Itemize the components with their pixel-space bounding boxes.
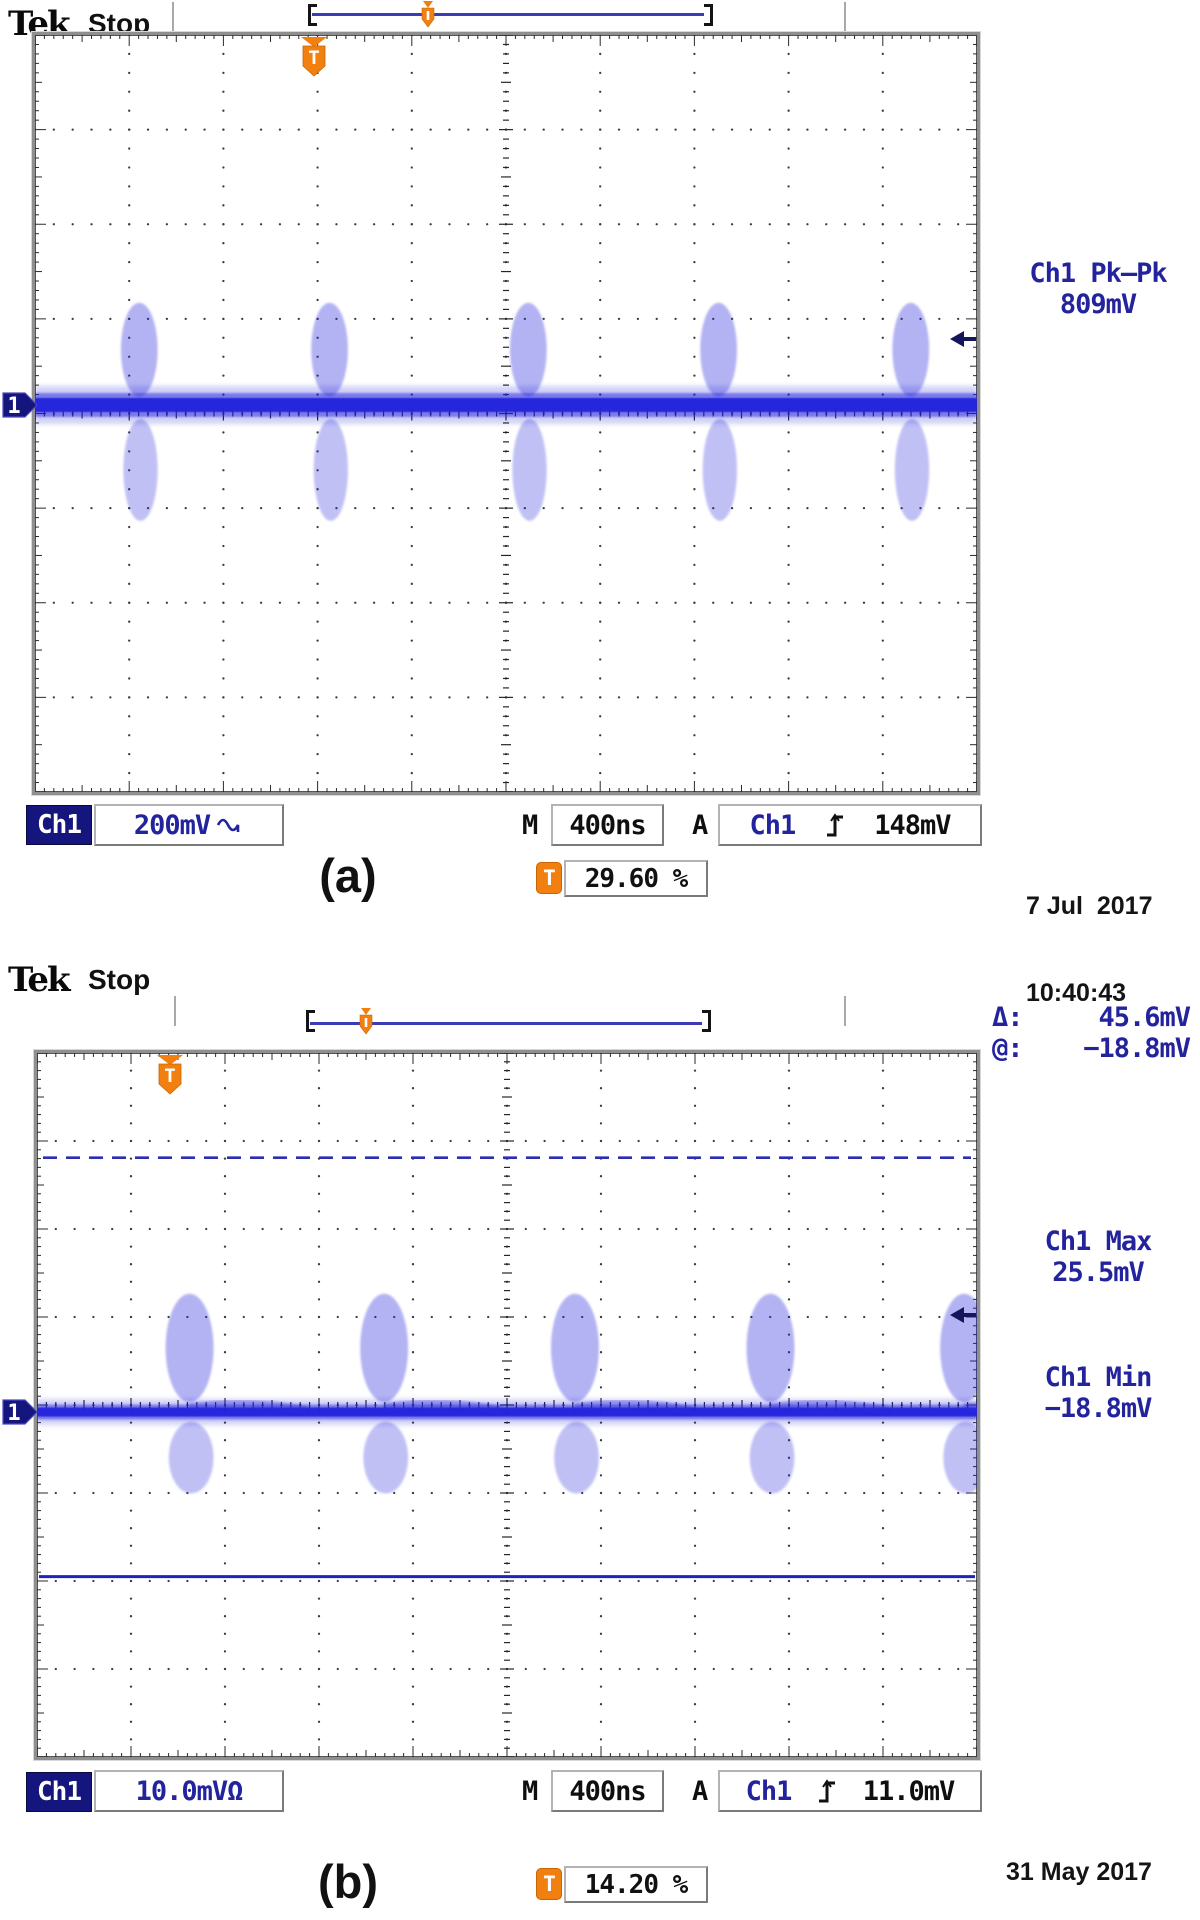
trigger-readout: Ch1 11.0mV: [718, 1770, 982, 1812]
timestamp: 31 May 2017 10:52:19: [1006, 1800, 1152, 1920]
channel1-scale-readout: 200mV: [94, 804, 284, 846]
trigger-level-value: 11.0mV: [862, 1775, 956, 1807]
measurement-name: Ch1 Max: [1044, 1226, 1153, 1257]
cursor-delta-label: Δ:: [992, 1002, 1024, 1033]
waveform-display-a: [33, 33, 979, 794]
cursor-at-label: @:: [992, 1033, 1024, 1064]
channel1-scale-value: 200mV: [133, 809, 211, 841]
trigger-source: Ch1: [745, 1775, 793, 1807]
cursor-at-row: @: −18.8mV: [992, 1033, 1191, 1064]
record-view-bracket-right: [702, 1010, 711, 1032]
cursor-delta-row: Δ: 45.6mV: [992, 1002, 1191, 1033]
time-text: 10:40:43: [1026, 979, 1127, 1007]
rising-edge-icon: [819, 1779, 836, 1803]
measurement-value: −18.8mV: [1044, 1393, 1153, 1424]
timestamp: 7 Jul 2017 10:40:43: [1026, 834, 1152, 1066]
channel1-position-marker: 1: [2, 1399, 38, 1426]
record-view-bracket-left: [308, 4, 317, 26]
cursor-delta-value: 45.6mV: [1098, 1002, 1191, 1033]
trigger-position-readout: 14.20 %: [564, 1866, 708, 1903]
screen-edge-tick: [174, 996, 176, 1026]
record-trigger-marker-icon: [421, 1, 435, 28]
rising-edge-icon: [826, 813, 843, 837]
trigger-position-readout: 29.60 %: [564, 860, 708, 897]
timebase-label: M: [522, 1776, 538, 1807]
trigger-mode-label: A: [692, 1776, 708, 1807]
record-trigger-marker-icon: [359, 1008, 372, 1035]
screen-edge-tick: [844, 996, 846, 1026]
trigger-mode-label: A: [692, 810, 708, 841]
timebase-readout: 400ns: [551, 1770, 664, 1812]
trigger-position-t-icon: T: [536, 862, 562, 894]
trigger-level-value: 148mV: [874, 809, 951, 841]
record-view-bar: [312, 13, 704, 16]
trigger-position-flag-icon: T: [300, 37, 327, 77]
trigger-position-flag-icon: T: [157, 1055, 184, 1095]
channel1-badge: Ch1: [26, 805, 92, 845]
record-view-bracket-left: [306, 1010, 315, 1032]
measurement-name: Ch1 Pk–Pk: [1029, 258, 1167, 289]
acquisition-status: Stop: [88, 964, 151, 995]
date-text: 31 May 2017: [1006, 1858, 1152, 1886]
waveform-display-b: [35, 1051, 979, 1759]
screen-edge-tick: [844, 2, 846, 32]
ac-coupling-sine-icon: [216, 818, 240, 832]
trigger-position-t-icon: T: [536, 1868, 562, 1900]
channel1-badge: Ch1: [26, 1772, 92, 1812]
measurement-readout-max: Ch1 Max 25.5mV: [1002, 1226, 1194, 1288]
measurement-readout-pkpk: Ch1 Pk–Pk 809mV: [1002, 258, 1194, 320]
trigger-readout: Ch1 148mV: [718, 804, 982, 846]
screen-edge-tick: [172, 2, 174, 32]
trigger-source: Ch1: [749, 809, 796, 841]
tek-logo: Tek: [8, 960, 71, 1000]
timebase-value: 400ns: [569, 809, 646, 841]
svg-text:1: 1: [7, 1401, 20, 1426]
svg-text:T: T: [308, 47, 319, 69]
channel1-position-marker: 1: [2, 392, 38, 419]
svg-text:1: 1: [7, 394, 20, 419]
channel1-scale-readout: 10.0mVΩ: [94, 1770, 284, 1812]
record-view-bracket-right: [704, 4, 713, 26]
cursor-readout: Δ: 45.6mV @: −18.8mV: [992, 1002, 1191, 1064]
measurement-value: 809mV: [1059, 289, 1137, 320]
svg-text:T: T: [165, 1065, 176, 1087]
trigger-level-arrow-icon: [950, 1307, 976, 1324]
measurement-value: 25.5mV: [1052, 1257, 1145, 1288]
timebase-readout: 400ns: [551, 804, 664, 846]
timebase-value: 400ns: [569, 1775, 646, 1807]
date-text: 7 Jul 2017: [1026, 892, 1153, 920]
record-view-bar: [310, 1022, 702, 1025]
channel1-scale-value: 10.0mVΩ: [135, 1775, 244, 1807]
measurement-name: Ch1 Min: [1044, 1362, 1153, 1393]
measurement-readout-min: Ch1 Min −18.8mV: [1002, 1362, 1194, 1424]
graticule-frame-a: [32, 32, 980, 795]
graticule-frame-b: [34, 1050, 980, 1760]
subfigure-caption-a: (a): [319, 849, 377, 902]
cursor-at-value: −18.8mV: [1083, 1033, 1191, 1064]
trigger-level-arrow-icon: [950, 330, 976, 347]
subfigure-caption-b: (b): [317, 1855, 378, 1908]
timebase-label: M: [522, 810, 538, 841]
